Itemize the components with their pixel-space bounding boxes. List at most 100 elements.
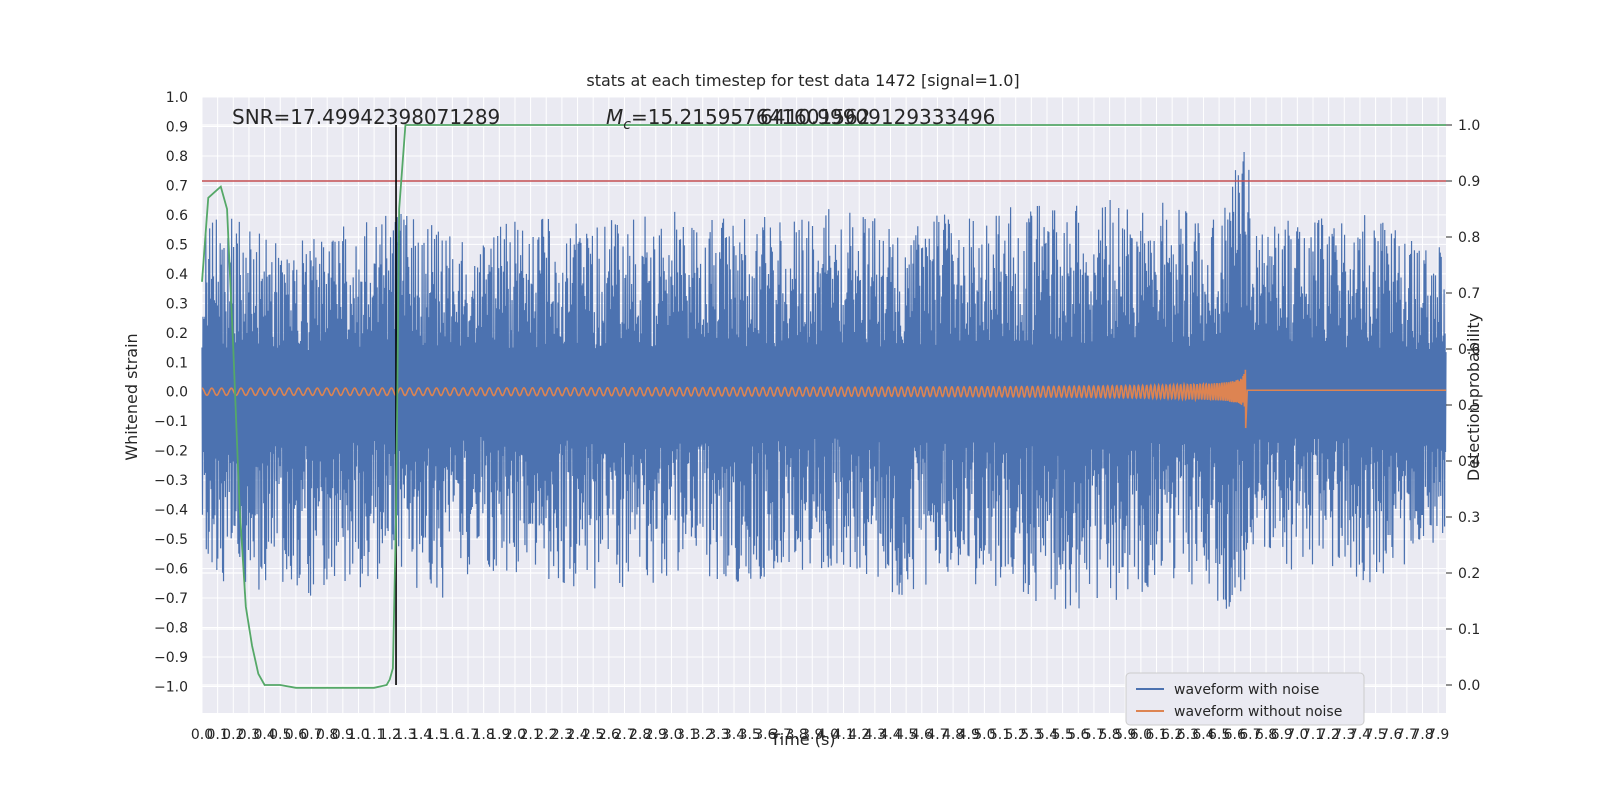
y-axis-right-ticks: 1.0 0.9 0.8 0.7 0.6 0.5 0.4 0.3 0.2 0.1 0.0 [1446,118,1480,694]
x-tick-label: 7.0 [1286,727,1308,743]
x-tick-label: 2.8 [629,727,651,743]
x-tick-label: 4.2 [848,727,870,743]
x-tick-label: 5.2 [1005,727,1027,743]
x-tick-label: 6.3 [1177,727,1199,743]
legend: waveform with noise waveform without nois… [1125,672,1365,726]
x-tick-label: 6.4 [1192,727,1214,743]
y-left-tick-label: 0.6 [166,208,188,224]
y-left-tick-label: 0.4 [166,267,188,283]
y-left-tick-label: −0.7 [154,591,188,607]
chart-title: stats at each timestep for test data 147… [586,71,1019,90]
x-tick-label: 0.6 [285,727,307,743]
x-tick-label: 5.4 [1036,727,1058,743]
detection-probability-line [201,124,1446,689]
x-tick-label: 3.3 [707,727,729,743]
x-tick-label: 4.0 [817,727,839,743]
x-tick-label: 4.8 [942,727,964,743]
x-tick-label: 0.2 [222,727,244,743]
y-left-tick-label: 0.0 [166,385,188,401]
y-left-tick-label: −1.0 [154,679,188,695]
y-right-tick-label: 0.1 [1458,622,1480,638]
x-tick-label: 6.5 [1208,727,1230,743]
y-right-tick-label: 0.2 [1458,566,1480,582]
legend-label: waveform without noise [1174,704,1342,720]
x-tick-label: 4.9 [958,727,980,743]
x-tick-label: 1.4 [410,727,432,743]
y-left-tick-label: −0.5 [154,532,188,548]
y-left-tick-label: 0.8 [166,149,188,165]
x-tick-label: 5.9 [1114,727,1136,743]
x-tick-label: 7.8 [1411,727,1433,743]
chirp-mass-annotation: Mc=15.215957641601562 [606,105,870,133]
x-tick-label: 0.3 [238,727,260,743]
x-tick-label: 7.4 [1349,727,1371,743]
series-detection-probability [201,124,1446,689]
x-tick-label: 0.4 [253,727,275,743]
x-tick-label: 1.1 [363,727,385,743]
legend-label: waveform with noise [1174,682,1319,698]
series-waveform-without-noise [201,369,1446,429]
x-tick-label: 5.3 [1020,727,1042,743]
x-tick-label: 5.5 [1051,727,1073,743]
x-tick-label: 5.0 [973,727,995,743]
x-tick-label: 3.8 [785,727,807,743]
x-tick-label: 0.7 [300,727,322,743]
y-left-tick-label: 1.0 [166,90,188,106]
y-left-tick-label: 0.1 [166,355,188,371]
y-right-tick-label: 0.7 [1458,286,1480,302]
x-tick-label: 3.2 [692,727,714,743]
x-tick-label: 7.6 [1380,727,1402,743]
x-tick-label: 4.1 [832,727,854,743]
x-tick-label: 6.7 [1239,727,1261,743]
x-tick-label: 2.1 [519,727,541,743]
x-tick-label: 4.5 [895,727,917,743]
x-tick-label: 5.1 [989,727,1011,743]
series-waveform-with-noise [201,152,1447,609]
x-tick-label: 3.7 [770,727,792,743]
x-tick-label: 3.5 [739,727,761,743]
x-tick-label: 1.7 [457,727,479,743]
x-tick-label: 1.0 [347,727,369,743]
snr-annotation: SNR=17.49942398071289 [232,105,500,129]
x-tick-label: 2.2 [535,727,557,743]
x-tick-label: 6.2 [1161,727,1183,743]
x-tick-label: 2.6 [598,727,620,743]
x-tick-label: 2.0 [504,727,526,743]
x-tick-label: 1.5 [426,727,448,743]
x-tick-label: 3.6 [754,727,776,743]
x-tick-label: 1.8 [473,727,495,743]
y-right-tick-label: 0.6 [1458,342,1480,358]
y-left-tick-label: −0.1 [154,414,188,430]
x-axis-ticks: 0.00.10.20.30.40.50.60.70.80.91.01.11.21… [191,727,1449,743]
y-axis-left-ticks: 1.0 0.9 0.8 0.7 0.6 0.5 0.4 0.3 0.2 0.1 0.0 −0.1 −0.… [154,90,188,695]
y-axis-right-label: Detection probability [1464,313,1483,481]
y-right-tick-label: 0.0 [1458,678,1480,694]
x-tick-label: 0.1 [207,727,229,743]
y-left-tick-label: 0.5 [166,237,188,253]
y-axis-left-label: Whitened strain [122,333,141,460]
x-tick-label: 6.0 [1130,727,1152,743]
x-tick-label: 6.1 [1145,727,1167,743]
x-tick-label: 2.4 [566,727,588,743]
y-left-tick-label: −0.9 [154,650,188,666]
y-left-tick-label: 0.2 [166,326,188,342]
y-right-tick-label: 0.3 [1458,510,1480,526]
y-left-tick-label: 0.9 [166,119,188,135]
x-tick-label: 6.6 [1224,727,1246,743]
legend-box [1125,672,1365,726]
x-tick-label: 5.7 [1083,727,1105,743]
x-tick-label: 7.7 [1396,727,1418,743]
x-tick-label: 3.1 [676,727,698,743]
y-right-tick-label: 0.8 [1458,230,1480,246]
x-tick-label: 4.3 [864,727,886,743]
x-tick-label: 1.6 [441,727,463,743]
x-tick-label: 6.8 [1255,727,1277,743]
y-right-tick-label: 1.0 [1458,118,1480,134]
x-tick-label: 7.9 [1427,727,1449,743]
x-tick-label: 3.0 [660,727,682,743]
x-tick-label: 0.5 [269,727,291,743]
noisy-waveform-line [201,152,1447,609]
x-tick-label: 0.8 [316,727,338,743]
x-tick-label: 2.5 [582,727,604,743]
y-right-tick-label: 0.5 [1458,398,1480,414]
